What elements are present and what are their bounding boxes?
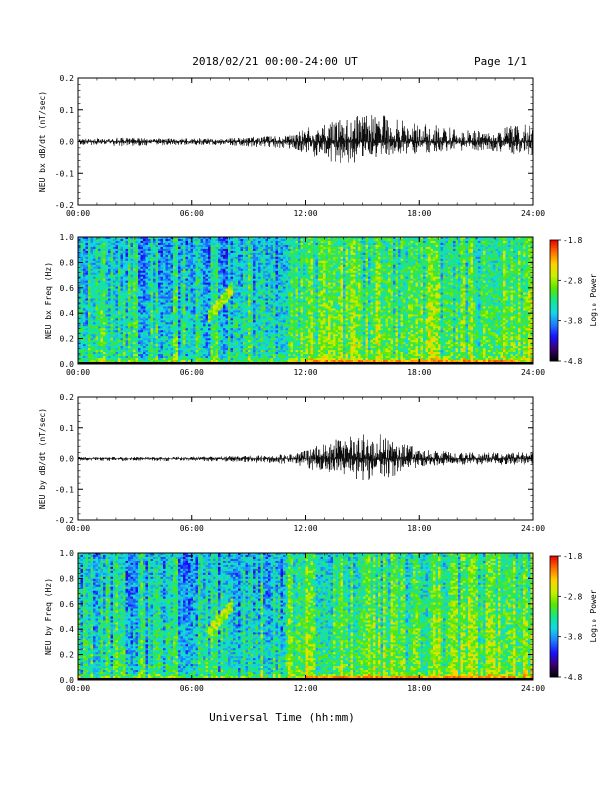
y-tick-label: 0.6 — [60, 600, 75, 609]
y-tick-label: -0.2 — [55, 201, 74, 210]
y-tick-label: 0.4 — [60, 625, 75, 634]
x-tick-label: 00:00 — [66, 209, 90, 218]
y-tick-label: 0.8 — [60, 258, 75, 267]
y-tick-label: 0.0 — [60, 138, 75, 147]
y-tick-label: 0.1 — [60, 424, 75, 433]
colorbar-tick-label: -2.8 — [563, 276, 582, 285]
bx-colorbar-label: Log₁₀ Power — [589, 273, 598, 326]
by-spectrogram-image — [78, 553, 533, 680]
x-tick-label: 12:00 — [293, 368, 317, 377]
y-tick-label: 0.8 — [60, 574, 75, 583]
page-number: Page 1/1 — [474, 55, 527, 68]
y-tick-label: 0.1 — [60, 106, 75, 115]
y-tick-label: -0.1 — [55, 485, 74, 494]
colorbar-tick-label: -1.8 — [563, 552, 582, 561]
x-tick-label: 06:00 — [180, 684, 204, 693]
y-tick-label: 0.2 — [60, 393, 75, 402]
x-tick-label: 24:00 — [521, 524, 545, 533]
bx-spectrogram-image — [78, 237, 533, 364]
x-tick-label: 00:00 — [66, 368, 90, 377]
x-tick-label: 18:00 — [407, 209, 431, 218]
by-dbdt-ylabel: NEU by dB/dt (nT/sec) — [38, 408, 47, 509]
x-tick-label: 00:00 — [66, 524, 90, 533]
x-axis-label: Universal Time (hh:mm) — [209, 711, 355, 724]
bx-dbdt-ylabel: NEU bx dB/dt (nT/sec) — [38, 91, 47, 192]
bx-trace — [78, 115, 533, 163]
by-colorbar-label: Log₁₀ Power — [589, 589, 598, 642]
x-tick-label: 06:00 — [180, 209, 204, 218]
y-tick-label: 0.0 — [60, 360, 75, 369]
y-tick-label: -0.2 — [55, 516, 74, 525]
x-tick-label: 24:00 — [521, 209, 545, 218]
page-title: 2018/02/21 00:00-24:00 UT — [192, 55, 358, 68]
x-tick-label: 06:00 — [180, 368, 204, 377]
y-tick-label: -0.1 — [55, 169, 74, 178]
y-tick-label: 0.4 — [60, 309, 75, 318]
x-tick-label: 24:00 — [521, 368, 545, 377]
by-trace — [78, 434, 533, 480]
colorbar-tick-label: -4.8 — [563, 673, 582, 682]
bx-spectrogram-ylabel: NEU bx Freq (Hz) — [44, 262, 53, 339]
panel-bx-dbdt: 00:00 06:00 12:00 18:00 24:00 0.2 0.1 0.0 -0.1 -0… — [38, 74, 545, 218]
colorbar-tick-label: -3.8 — [563, 633, 582, 642]
x-tick-label: 18:00 — [407, 684, 431, 693]
x-tick-label: 00:00 — [66, 684, 90, 693]
colorbar-tick-label: -1.8 — [563, 236, 582, 245]
x-tick-label: 18:00 — [407, 524, 431, 533]
x-tick-label: 06:00 — [180, 524, 204, 533]
y-tick-label: 0.6 — [60, 284, 75, 293]
bx-colorbar: -1.8 -2.8 -3.8 -4.8 — [550, 236, 582, 366]
colorbar-tick-label: -2.8 — [563, 592, 582, 601]
x-tick-label: 12:00 — [293, 684, 317, 693]
panel-bx-spectrogram: 00:00 06:00 12:00 18:00 24:00 1.0 0.8 0.6 0.4 0.2… — [44, 233, 598, 377]
y-tick-label: 1.0 — [60, 233, 75, 242]
x-tick-label: 12:00 — [293, 524, 317, 533]
y-tick-label: 0.2 — [60, 651, 75, 660]
by-spectrogram-ylabel: NEU by Freq (Hz) — [44, 578, 53, 655]
by-colorbar: -1.8 -2.8 -3.8 -4.8 — [550, 552, 582, 682]
x-tick-label: 24:00 — [521, 684, 545, 693]
y-tick-label: 1.0 — [60, 549, 75, 558]
x-tick-label: 12:00 — [293, 209, 317, 218]
panel-by-dbdt: 00:00 06:00 12:00 18:00 24:00 0.2 0.1 0.0 -0.1 -0… — [38, 393, 545, 533]
y-tick-label: 0.2 — [60, 335, 75, 344]
panel-by-spectrogram: 00:00 06:00 12:00 18:00 24:00 1.0 0.8 0.6 0.4 0.2… — [44, 549, 598, 693]
colorbar-tick-label: -4.8 — [563, 357, 582, 366]
y-tick-label: 0.2 — [60, 74, 75, 83]
y-tick-label: 0.0 — [60, 676, 75, 685]
colorbar-tick-label: -3.8 — [563, 317, 582, 326]
y-tick-label: 0.0 — [60, 455, 75, 464]
x-tick-label: 18:00 — [407, 368, 431, 377]
